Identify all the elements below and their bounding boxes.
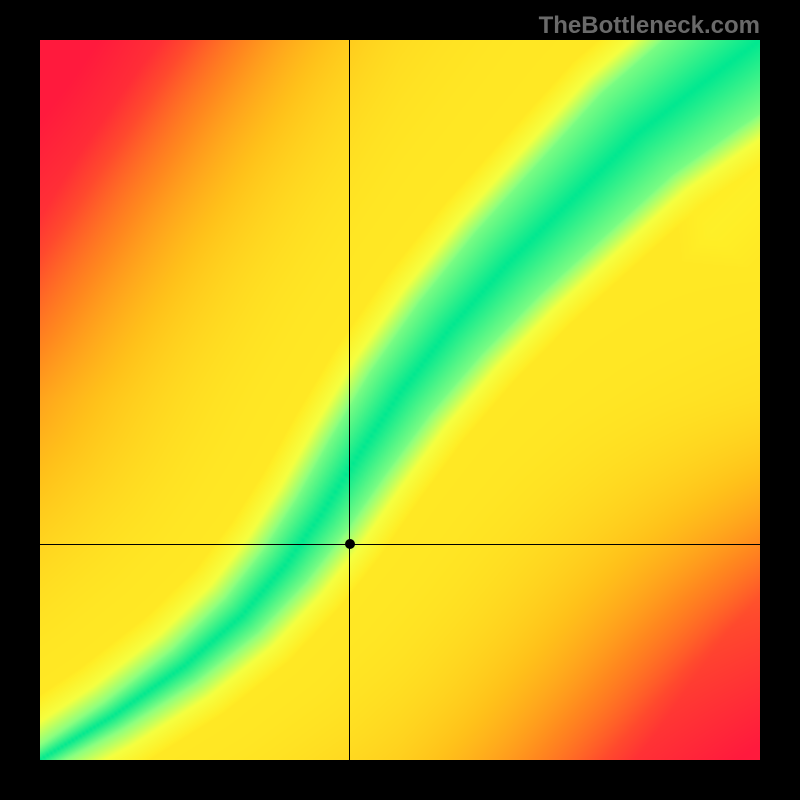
chart-root: TheBottleneck.com (0, 0, 800, 800)
watermark-label: TheBottleneck.com (539, 12, 760, 40)
crosshair-marker (345, 539, 355, 549)
crosshair-horizontal (40, 544, 760, 545)
heatmap-canvas (40, 40, 760, 760)
crosshair-vertical (349, 40, 350, 760)
